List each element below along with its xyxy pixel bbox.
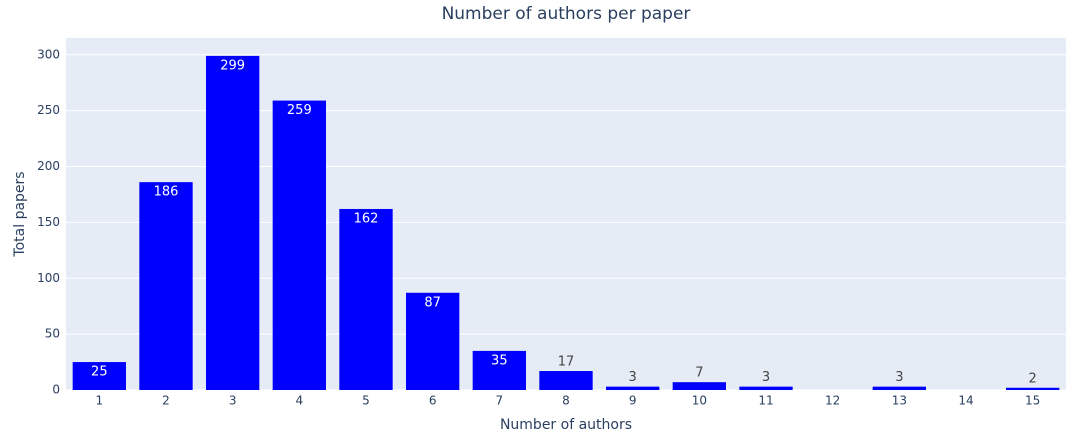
bar [339,208,393,390]
y-tick-label: 150 [37,215,60,229]
x-tick-label: 8 [562,394,570,408]
y-tick-label: 200 [37,159,60,173]
data-label: 3 [629,370,637,385]
bar [872,386,926,390]
x-tick-label: 5 [362,394,370,408]
x-axis-title: Number of authors [500,417,632,433]
y-tick-label: 250 [37,103,60,117]
x-tick-label: 1 [96,394,104,408]
data-label: 35 [491,353,508,368]
data-label: 299 [220,58,245,73]
x-tick-label: 15 [1025,394,1040,408]
data-label: 2 [1029,371,1037,386]
x-tick-label: 9 [629,394,637,408]
bar [272,100,326,391]
bar [472,350,526,390]
x-tick-label: 14 [958,394,973,408]
bar [139,182,193,390]
bar [606,386,660,390]
bar [672,382,726,390]
data-label: 3 [762,370,770,385]
data-label: 162 [354,211,379,226]
x-tick-label: 11 [758,394,773,408]
data-label: 17 [558,355,575,370]
data-label: 25 [91,365,108,380]
bar [206,55,260,390]
bar [739,386,793,390]
data-label: 186 [154,185,179,200]
x-tick-label: 10 [692,394,707,408]
chart-title: Number of authors per paper [442,4,691,24]
x-tick-label: 4 [296,394,304,408]
y-tick-label: 100 [37,271,60,285]
bar [72,362,126,390]
bar [1006,387,1060,390]
x-tick-label: 2 [162,394,170,408]
data-label: 3 [895,370,903,385]
y-tick-label: 300 [37,47,60,61]
x-tick-label: 7 [496,394,504,408]
x-tick-label: 12 [825,394,840,408]
x-tick-label: 6 [429,394,437,408]
data-label: 259 [287,103,312,118]
bar [406,292,460,390]
bar [539,371,593,390]
data-label: 87 [424,295,441,310]
x-tick-label: 13 [892,394,907,408]
y-tick-label: 0 [52,383,60,397]
y-axis-title: Total papers [12,171,28,257]
x-tick-label: 3 [229,394,237,408]
y-tick-label: 50 [45,327,60,341]
data-label: 7 [695,366,703,381]
